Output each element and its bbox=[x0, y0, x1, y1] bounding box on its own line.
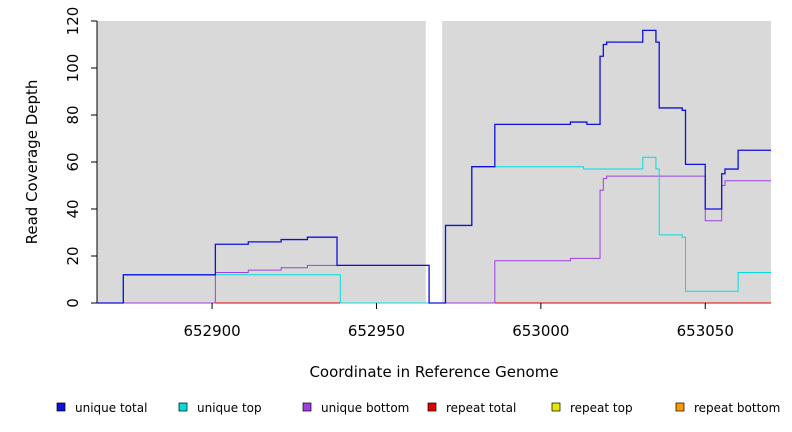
legend-label: repeat top bbox=[570, 401, 633, 415]
legend-label: unique top bbox=[197, 401, 262, 415]
y-tick-label: 0 bbox=[64, 298, 82, 308]
legend-item-repeat-top: repeat top bbox=[551, 401, 633, 415]
y-axis-title: Read Coverage Depth bbox=[23, 80, 41, 245]
x-tick-label: 652950 bbox=[348, 322, 405, 340]
series-line-unique-total bbox=[97, 29, 771, 304]
legend-swatch bbox=[675, 402, 685, 412]
legend-swatch bbox=[178, 402, 188, 412]
legend: unique total unique top unique bottom repea… bbox=[56, 401, 780, 415]
legend-label: repeat bottom bbox=[694, 401, 780, 415]
y-tick-label: 20 bbox=[64, 246, 82, 265]
legend-item-repeat-bottom: repeat bottom bbox=[675, 401, 780, 415]
series-line-unique-bottom bbox=[97, 175, 771, 304]
legend-swatch bbox=[551, 402, 561, 412]
x-tick-label: 653000 bbox=[512, 322, 569, 340]
y-tick-label: 40 bbox=[64, 199, 82, 218]
x-axis-ticks: 652900 652950 653000 653050 bbox=[183, 303, 734, 340]
legend-swatch bbox=[427, 402, 437, 412]
series-lines bbox=[97, 29, 771, 304]
legend-label: repeat total bbox=[446, 401, 516, 415]
background-region-1 bbox=[97, 21, 426, 303]
legend-label: unique total bbox=[75, 401, 147, 415]
y-tick-label: 80 bbox=[64, 105, 82, 124]
legend-item-repeat-total: repeat total bbox=[427, 401, 516, 415]
legend-item-unique-top: unique top bbox=[178, 401, 262, 415]
x-tick-label: 652900 bbox=[183, 322, 240, 340]
legend-item-unique-total: unique total bbox=[56, 401, 147, 415]
legend-item-unique-bottom: unique bottom bbox=[302, 401, 409, 415]
y-tick-label: 100 bbox=[64, 54, 82, 83]
x-axis-title: Coordinate in Reference Genome bbox=[309, 363, 558, 381]
y-tick-label: 60 bbox=[64, 152, 82, 171]
legend-swatch bbox=[302, 402, 312, 412]
y-tick-label: 120 bbox=[64, 7, 82, 36]
series-line-unique-top bbox=[97, 156, 771, 304]
x-tick-label: 653050 bbox=[677, 322, 734, 340]
legend-label: unique bottom bbox=[321, 401, 409, 415]
plot-background bbox=[97, 21, 771, 303]
legend-swatch bbox=[56, 402, 66, 412]
y-axis-ticks: 0 20 40 60 80 100 120 bbox=[64, 7, 97, 308]
background-region-2 bbox=[442, 21, 771, 303]
